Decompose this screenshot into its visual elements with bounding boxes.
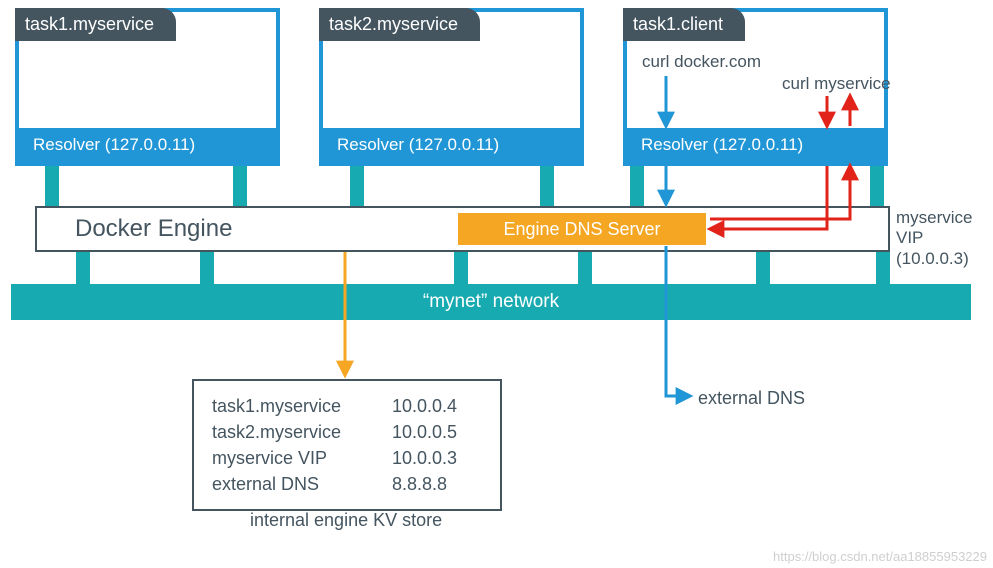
task1-client-resolver-bar: Resolver (127.0.0.11) (627, 128, 884, 162)
teal-stub-2a (350, 166, 364, 206)
kv-val-3: 8.8.8.8 (392, 471, 447, 497)
kv-key-0: task1.myservice (212, 393, 392, 419)
task1-resolver-bar: Resolver (127.0.0.11) (19, 128, 276, 162)
docker-engine-label: Docker Engine (75, 215, 232, 243)
mynet-network-bar: “mynet” network (11, 284, 971, 320)
teal-stub-3b (870, 166, 884, 206)
task1-myservice-tab: task1.myservice (15, 8, 176, 41)
watermark-text: https://blog.csdn.net/aa18855953229 (773, 549, 987, 564)
task2-myservice-tab: task2.myservice (319, 8, 480, 41)
teal-stub-b1 (76, 252, 90, 284)
kv-key-3: external DNS (212, 471, 392, 497)
teal-stub-b6 (876, 252, 890, 284)
task1-myservice-container: task1.myservice Resolver (127.0.0.11) (15, 8, 280, 166)
kv-val-1: 10.0.0.5 (392, 419, 457, 445)
curl-myservice-label: curl myservice (782, 74, 891, 94)
task2-myservice-container: task2.myservice Resolver (127.0.0.11) (319, 8, 584, 166)
myservice-vip-label: myservice VIP (10.0.0.3) (896, 208, 993, 269)
task1-myservice-title: task1.myservice (25, 14, 154, 34)
engine-dns-server: Engine DNS Server (458, 213, 706, 245)
kv-row-1: task2.myservice 10.0.0.5 (212, 419, 482, 445)
kv-store-box: task1.myservice 10.0.0.4 task2.myservice… (192, 379, 502, 511)
kv-key-2: myservice VIP (212, 445, 392, 471)
task1-client-resolver-text: Resolver (127.0.0.11) (641, 135, 803, 155)
task2-resolver-text: Resolver (127.0.0.11) (337, 135, 499, 155)
myservice-vip-line2: (10.0.0.3) (896, 249, 969, 268)
teal-stub-1b (233, 166, 247, 206)
task1-resolver-text: Resolver (127.0.0.11) (33, 135, 195, 155)
kv-store-caption: internal engine KV store (250, 510, 442, 531)
task2-myservice-title: task2.myservice (329, 14, 458, 34)
task1-client-title: task1.client (633, 14, 723, 34)
teal-stub-b4 (578, 252, 592, 284)
teal-stub-b5 (756, 252, 770, 284)
teal-stub-1a (45, 166, 59, 206)
task2-resolver-bar: Resolver (127.0.0.11) (323, 128, 580, 162)
task1-client-tab: task1.client (623, 8, 745, 41)
kv-row-2: myservice VIP 10.0.0.3 (212, 445, 482, 471)
myservice-vip-line1: myservice VIP (896, 208, 973, 247)
kv-row-3: external DNS 8.8.8.8 (212, 471, 482, 497)
kv-row-0: task1.myservice 10.0.0.4 (212, 393, 482, 419)
curl-docker-label: curl docker.com (642, 52, 761, 72)
external-dns-label: external DNS (698, 388, 805, 409)
arrow-dns-to-external (666, 246, 690, 396)
teal-stub-b3 (454, 252, 468, 284)
engine-dns-server-label: Engine DNS Server (503, 219, 660, 240)
teal-stub-2b (540, 166, 554, 206)
teal-stub-b2 (200, 252, 214, 284)
kv-val-0: 10.0.0.4 (392, 393, 457, 419)
kv-val-2: 10.0.0.3 (392, 445, 457, 471)
teal-stub-3a (630, 166, 644, 206)
mynet-network-label: “mynet” network (423, 291, 559, 313)
kv-key-1: task2.myservice (212, 419, 392, 445)
